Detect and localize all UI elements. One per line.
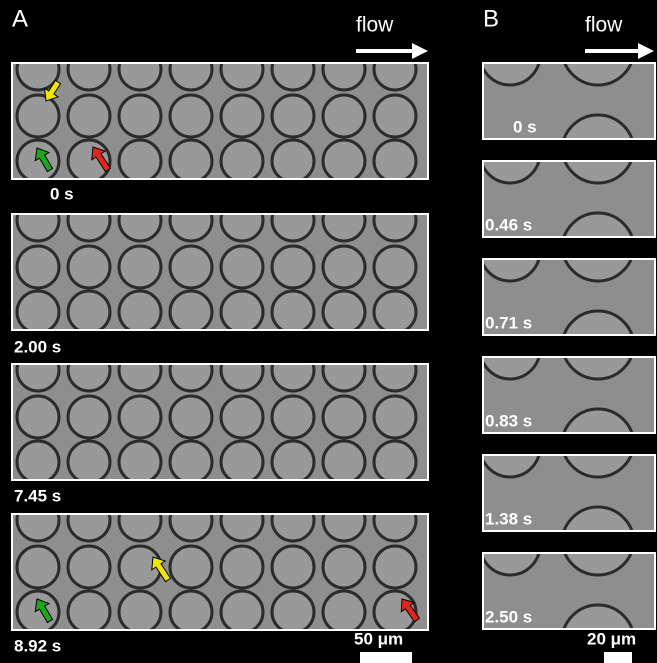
pillar	[68, 396, 110, 438]
micrograph	[12, 499, 428, 633]
pillar	[17, 591, 59, 633]
micrograph	[12, 199, 428, 333]
figure: A flow B flow 50 μm 20 μm 0 s 2.00 s 7.45 …	[0, 0, 657, 663]
pillar	[374, 140, 416, 182]
pillar	[323, 291, 365, 333]
pillar	[17, 140, 59, 182]
pillar	[323, 591, 365, 633]
pillar	[170, 95, 212, 137]
pillar	[272, 140, 314, 182]
time-label: 7.45 s	[14, 486, 61, 505]
micrograph	[12, 349, 428, 483]
pillar	[323, 246, 365, 288]
pillar	[272, 396, 314, 438]
pillar	[374, 95, 416, 137]
time-label: 0 s	[50, 184, 74, 203]
pillar	[17, 95, 59, 137]
pillar	[68, 441, 110, 483]
pillar	[221, 441, 263, 483]
pillar	[272, 95, 314, 137]
panel-label: A	[12, 5, 28, 32]
pillar	[323, 546, 365, 588]
panel-label: B	[483, 5, 499, 32]
flow-label: flow	[356, 14, 394, 37]
scale-bar-label: 20 μm	[587, 629, 636, 648]
time-label: 8.92 s	[14, 636, 61, 655]
micrograph	[12, 48, 428, 182]
pillar	[272, 546, 314, 588]
pillar	[119, 441, 161, 483]
pillar	[119, 291, 161, 333]
time-label: 0.46 s	[485, 215, 532, 234]
scale-bar-label: 50 μm	[354, 629, 403, 648]
pillar	[119, 140, 161, 182]
pillar	[17, 441, 59, 483]
pillar	[221, 246, 263, 288]
pillar	[221, 95, 263, 137]
pillar	[170, 246, 212, 288]
pillar	[17, 291, 59, 333]
pillar	[323, 140, 365, 182]
pillar	[17, 546, 59, 588]
pillar	[68, 591, 110, 633]
pillar	[374, 441, 416, 483]
pillar	[221, 140, 263, 182]
pillar	[119, 95, 161, 137]
pillar	[221, 591, 263, 633]
pillar	[170, 140, 212, 182]
time-label: 0 s	[513, 117, 537, 136]
time-label: 2.50 s	[485, 607, 532, 626]
pillar	[119, 396, 161, 438]
pillar	[68, 291, 110, 333]
pillar	[170, 291, 212, 333]
flow-label: flow	[585, 14, 623, 37]
time-label: 0.83 s	[485, 411, 532, 430]
pillar	[272, 246, 314, 288]
pillar	[17, 396, 59, 438]
time-label: 1.38 s	[485, 509, 532, 528]
scale-bar	[360, 652, 412, 663]
pillar	[221, 546, 263, 588]
pillar	[17, 246, 59, 288]
pillar	[221, 291, 263, 333]
pillar	[170, 396, 212, 438]
pillar	[374, 291, 416, 333]
pillar	[272, 441, 314, 483]
pillar	[170, 441, 212, 483]
pillar	[68, 546, 110, 588]
time-label: 0.71 s	[485, 313, 532, 332]
pillar	[170, 546, 212, 588]
pillar	[374, 546, 416, 588]
pillar	[323, 396, 365, 438]
pillar	[272, 591, 314, 633]
scale-bar	[604, 652, 632, 663]
pillar	[374, 246, 416, 288]
pillar	[119, 246, 161, 288]
pillar	[170, 591, 212, 633]
pillar	[119, 591, 161, 633]
pillar	[374, 396, 416, 438]
time-label: 2.00 s	[14, 337, 61, 356]
pillar	[323, 95, 365, 137]
pillar	[68, 246, 110, 288]
pillar	[272, 291, 314, 333]
pillar	[323, 441, 365, 483]
pillar	[68, 95, 110, 137]
pillar	[221, 396, 263, 438]
